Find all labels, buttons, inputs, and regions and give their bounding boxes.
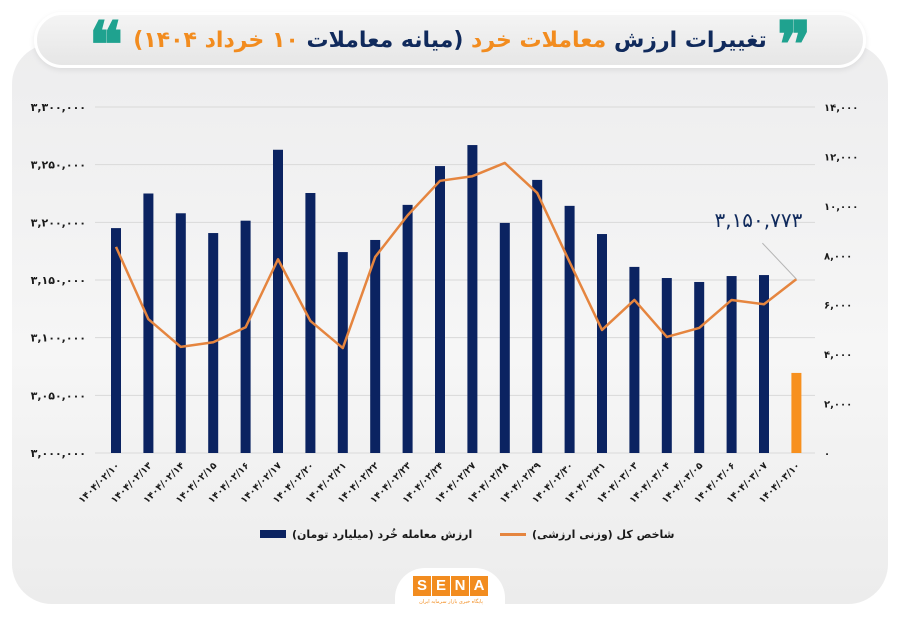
chart-card [12, 44, 888, 604]
bar [532, 179, 543, 453]
title-banner: ❞ تغییرات ارزش معاملات خرد (میانه معاملا… [34, 12, 866, 68]
legend-bar-swatch-icon [260, 530, 286, 538]
left-axis-tick-label: ۳,۰۵۰,۰۰۰ [31, 389, 86, 402]
bar [370, 239, 381, 453]
left-axis-tick-label: ۳,۳۰۰,۰۰۰ [31, 101, 86, 114]
logo-letter: E [432, 576, 450, 596]
bar [597, 234, 607, 453]
legend-label-line: شاخص کل (وزنی ارزشی) [532, 527, 675, 541]
bar [111, 228, 121, 453]
bar [661, 278, 672, 453]
bar [629, 266, 640, 453]
legend-label-bars: ارزش معامله خُرد (میلیارد تومان) [292, 527, 473, 541]
left-axis-tick-label: ۳,۲۵۰,۰۰۰ [31, 159, 86, 172]
title-part: معاملات خرد [463, 27, 607, 53]
right-axis-tick-label: ۱۴,۰۰۰ [824, 103, 858, 114]
right-axis-tick-label: ۸,۰۰۰ [824, 251, 852, 262]
bar [726, 276, 737, 453]
title-part: (میانه معاملات [298, 27, 464, 53]
bar [402, 204, 413, 453]
bar [499, 222, 510, 453]
sena-logo: S E N A [413, 576, 489, 596]
bar [694, 281, 705, 453]
bar [337, 252, 348, 453]
bar [435, 166, 445, 453]
bar [759, 275, 769, 453]
right-axis-tick-label: ۴,۰۰۰ [824, 350, 852, 361]
bar [175, 213, 186, 453]
bar [791, 372, 802, 453]
quote-open-icon: ❞ [776, 18, 812, 62]
left-axis-tick-label: ۳,۱۰۰,۰۰۰ [31, 332, 86, 345]
index-line [114, 161, 798, 350]
logo-letter: N [451, 576, 469, 596]
bar [240, 220, 251, 453]
legend-item-bars: ارزش معامله خُرد (میلیارد تومان) [260, 524, 472, 544]
bar [273, 149, 283, 453]
right-axis-tick-label: ۰ [824, 449, 830, 460]
title-part: ۱۰ خرداد ۱۴۰۴) [133, 27, 299, 53]
legend-item-line: شاخص کل (وزنی ارزشی) [500, 524, 674, 544]
bar [467, 145, 478, 453]
right-axis-tick-label: ۶,۰۰۰ [824, 301, 852, 312]
chart-title: تغییرات ارزش معاملات خرد (میانه معاملات … [133, 28, 767, 53]
quote-close-icon: ❝ [88, 18, 124, 62]
annotation-leader [762, 242, 797, 280]
bar [143, 193, 154, 453]
right-axis-tick-label: ۲,۰۰۰ [824, 400, 852, 411]
right-axis-tick-label: ۱۲,۰۰۰ [824, 152, 858, 163]
left-axis-tick-label: ۳,۲۰۰,۰۰۰ [31, 216, 86, 229]
legend-line-swatch-icon [500, 532, 526, 536]
logo-letter: A [470, 576, 488, 596]
logo-subtitle: پایگاه خبری بازار سرمایه ایران [419, 599, 483, 605]
left-axis-tick-label: ۳,۱۵۰,۰۰۰ [31, 274, 86, 287]
left-axis-tick-label: ۳,۰۰۰,۰۰۰ [31, 447, 86, 460]
bar [564, 205, 575, 453]
title-part: تغییرات ارزش [606, 27, 767, 53]
bar [305, 193, 316, 453]
annotation-value: ۳,۱۵۰,۷۷۳ [714, 208, 802, 232]
logo-letter: S [413, 576, 431, 596]
right-axis-tick-label: ۱۰,۰۰۰ [824, 202, 858, 213]
